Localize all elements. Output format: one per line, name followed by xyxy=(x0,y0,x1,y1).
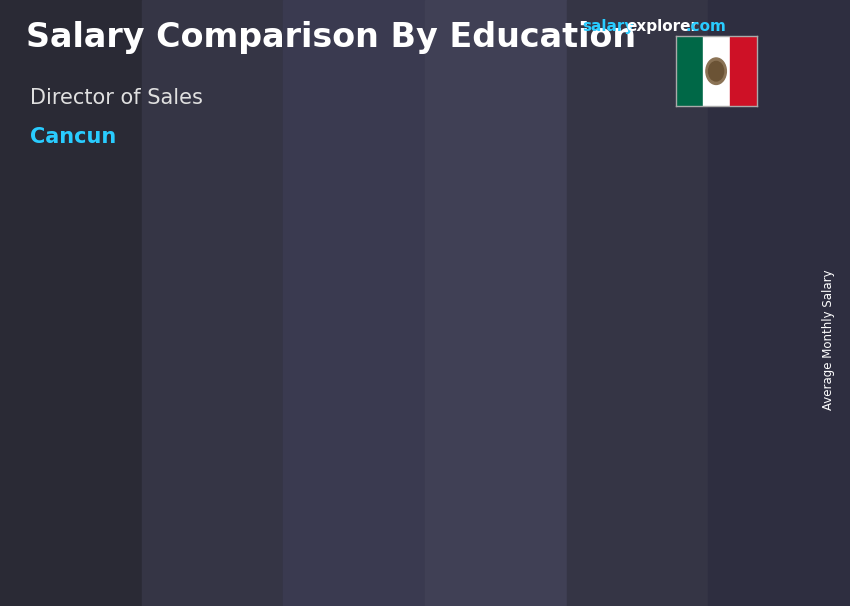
Text: Average Monthly Salary: Average Monthly Salary xyxy=(822,269,836,410)
Bar xyxy=(425,0,567,606)
Bar xyxy=(276,347,284,521)
Bar xyxy=(703,36,729,106)
Bar xyxy=(567,0,708,606)
Text: Salary Comparison By Education: Salary Comparison By Education xyxy=(26,21,636,54)
Text: 56,600 MXN: 56,600 MXN xyxy=(63,350,156,365)
Bar xyxy=(729,36,756,106)
Bar xyxy=(104,368,179,373)
Text: 91,200 MXN: 91,200 MXN xyxy=(456,256,549,271)
Circle shape xyxy=(709,61,723,81)
Bar xyxy=(638,225,645,521)
Bar xyxy=(645,225,721,521)
Text: 110,000 MXN: 110,000 MXN xyxy=(641,206,743,221)
Bar xyxy=(465,276,541,521)
Bar xyxy=(283,0,425,606)
Bar xyxy=(457,276,465,521)
Text: .com: .com xyxy=(685,19,726,35)
Text: Director of Sales: Director of Sales xyxy=(30,88,202,108)
Text: Cancun: Cancun xyxy=(30,127,116,147)
Bar xyxy=(645,225,721,232)
Bar xyxy=(284,347,360,521)
Bar xyxy=(708,0,850,606)
Text: salary: salary xyxy=(582,19,635,35)
Circle shape xyxy=(706,58,727,84)
Text: +21%: +21% xyxy=(525,193,624,222)
Bar xyxy=(284,347,360,351)
Text: explorer: explorer xyxy=(626,19,699,35)
Text: +14%: +14% xyxy=(173,290,272,319)
Bar xyxy=(0,0,142,606)
Text: 64,700 MXN: 64,700 MXN xyxy=(275,328,369,343)
Bar xyxy=(96,368,104,521)
Text: +41%: +41% xyxy=(354,236,452,265)
Bar xyxy=(676,36,703,106)
Bar xyxy=(104,368,179,521)
Bar xyxy=(465,276,541,282)
Bar xyxy=(142,0,283,606)
